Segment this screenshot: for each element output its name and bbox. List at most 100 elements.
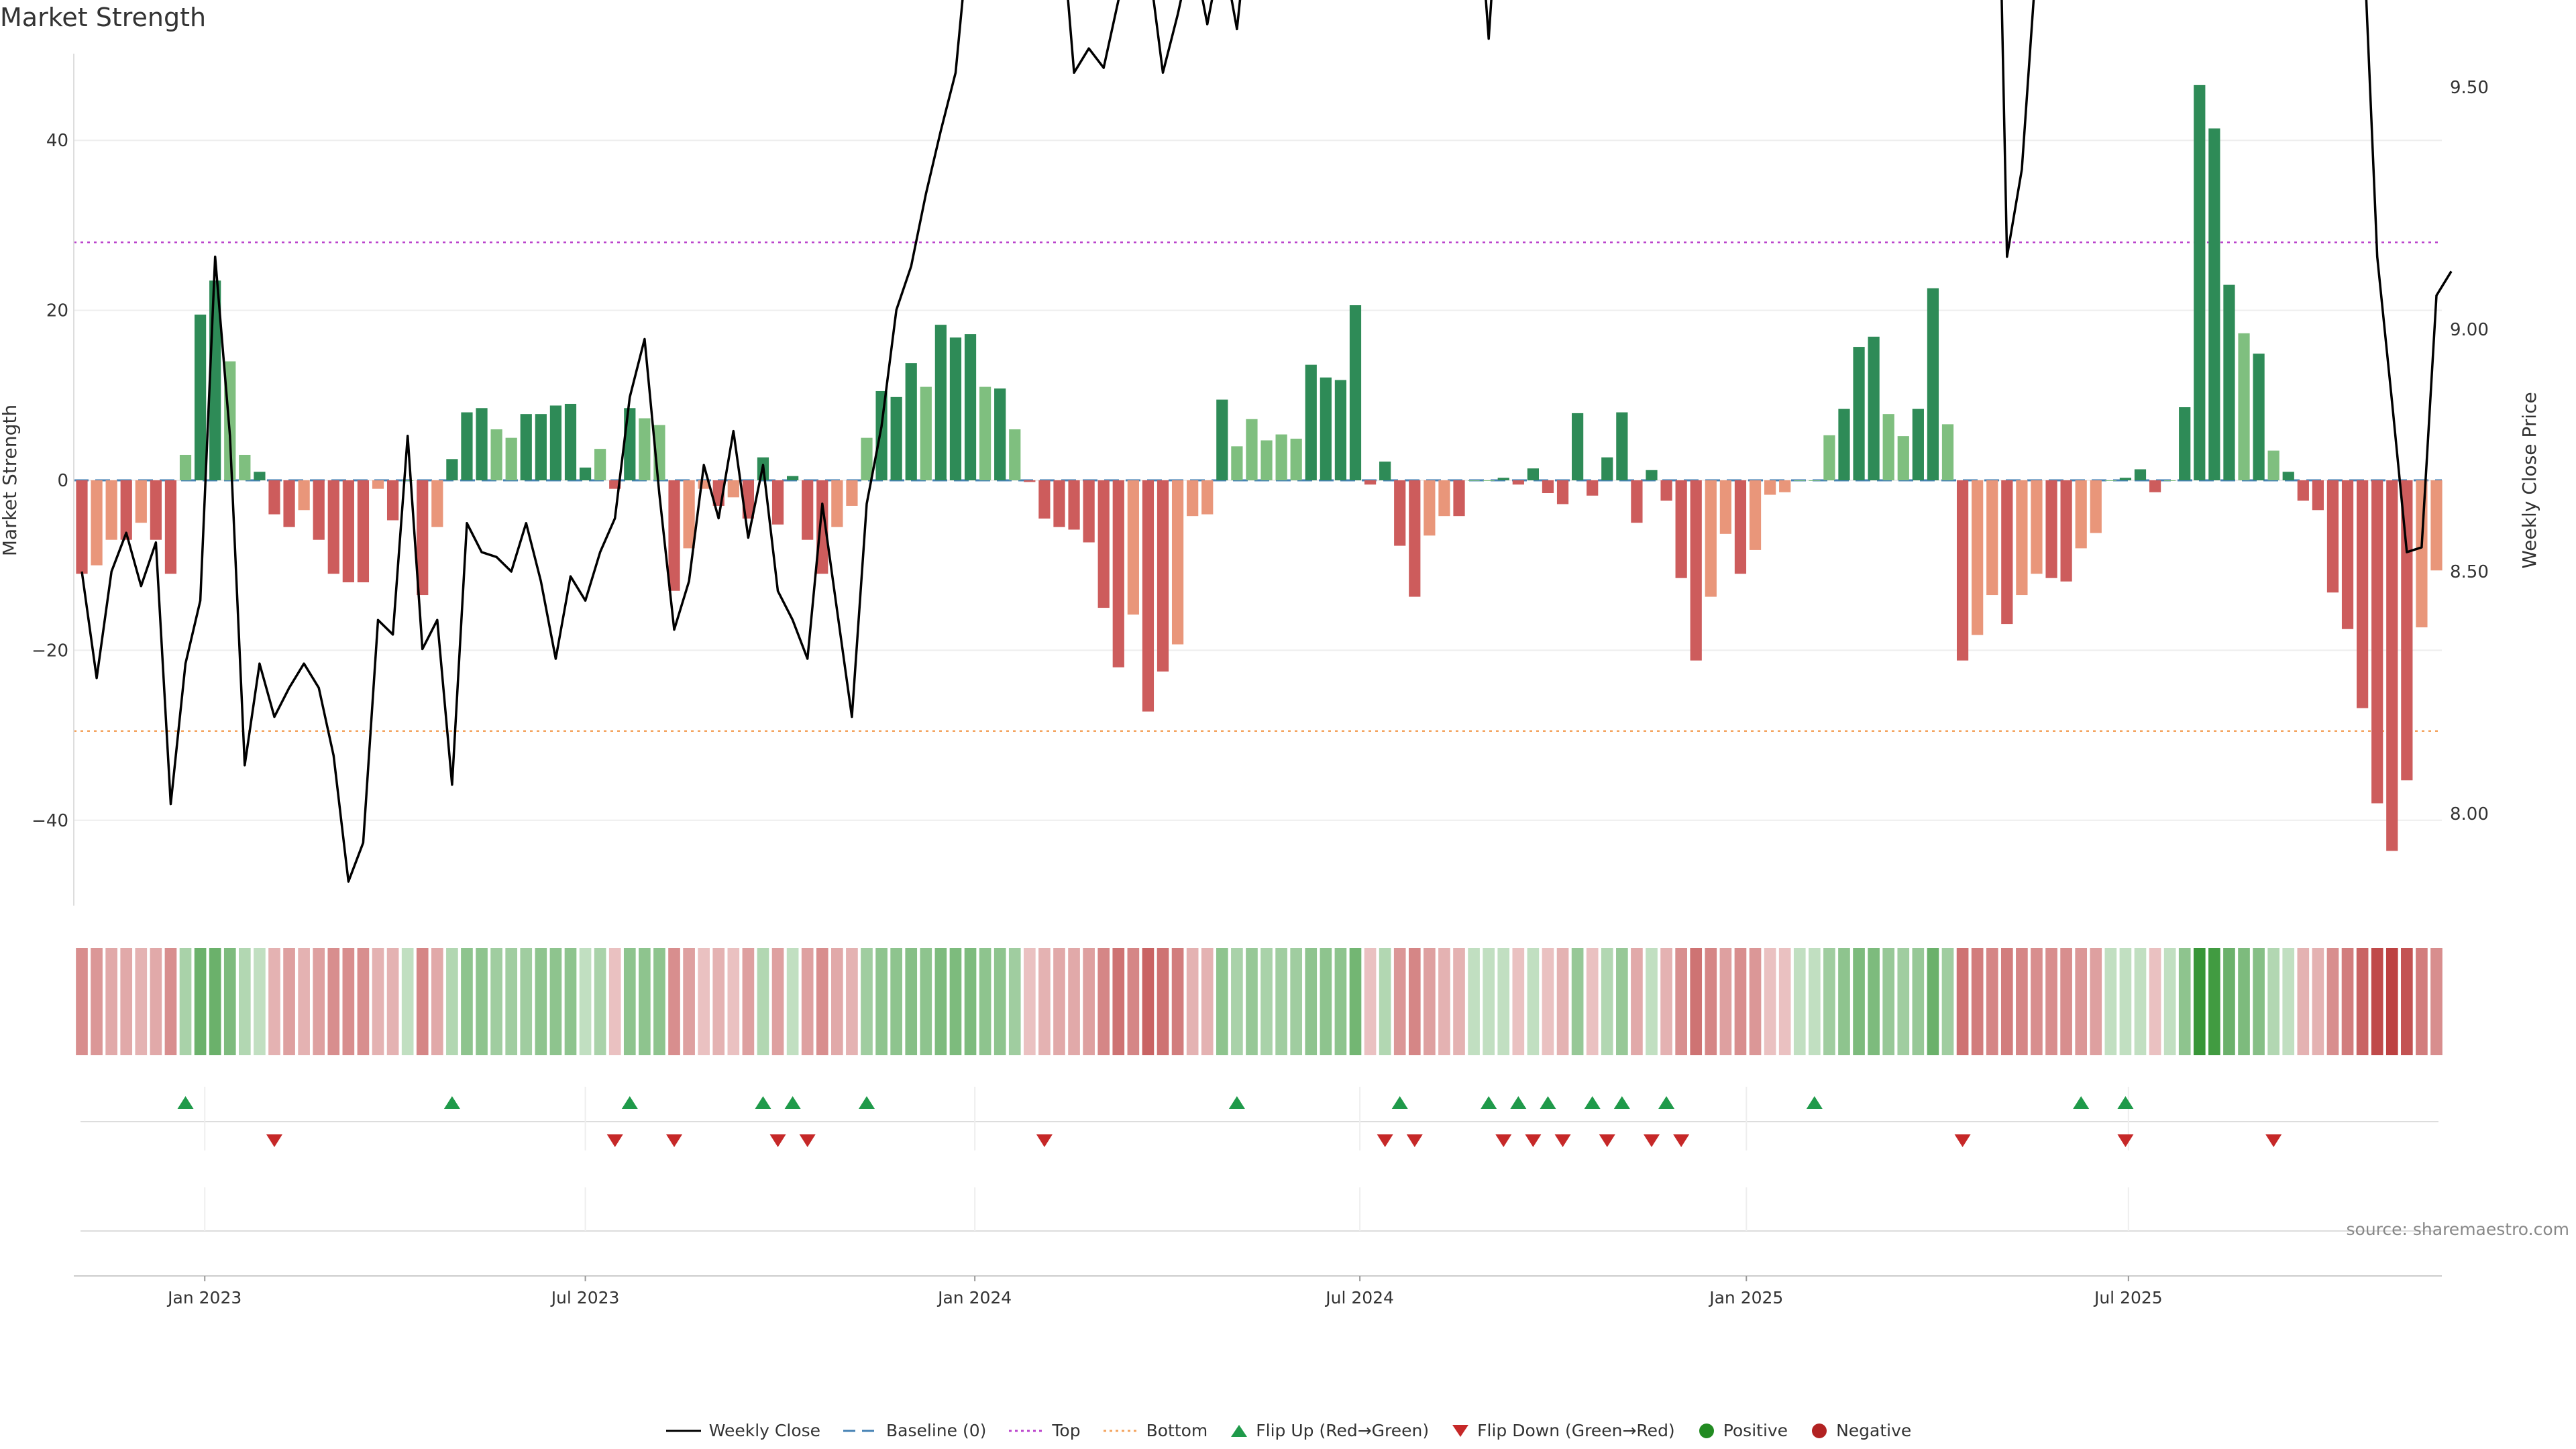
heat-cell [1512, 948, 1525, 1055]
heat-cell [1171, 948, 1184, 1055]
heat-cell [786, 948, 799, 1055]
strength-bar [431, 480, 443, 527]
heat-cell [949, 948, 962, 1055]
strength-bar [890, 396, 902, 480]
heat-cell [1349, 948, 1362, 1055]
y-tick-label: 40 [46, 131, 68, 151]
strength-bar [1956, 480, 1969, 661]
heat-cell [934, 948, 947, 1055]
strength-bar [1379, 462, 1391, 480]
flip-up-marker [1481, 1096, 1497, 1109]
strength-bar [2357, 480, 2369, 708]
heat-cell [283, 948, 295, 1055]
flip-down-marker [1495, 1134, 1512, 1147]
flip-up-marker [1806, 1096, 1823, 1109]
heat-cell [1823, 948, 1835, 1055]
heat-cell [2031, 948, 2043, 1055]
heat-cell [1483, 948, 1495, 1055]
strength-bar [1038, 480, 1051, 519]
strength-bar [549, 405, 562, 480]
heat-cell [1675, 948, 1687, 1055]
strength-bar [1941, 424, 1954, 480]
heat-cell [2149, 948, 2161, 1055]
y2-axis-label: Weekly Close Price [2518, 392, 2540, 568]
strength-bar [1157, 480, 1169, 672]
flip-up-marker [2117, 1096, 2134, 1109]
heat-cell [1320, 948, 1332, 1055]
heat-cell [2267, 948, 2279, 1055]
strength-bar [1024, 480, 1036, 482]
strength-bar [1838, 409, 1850, 480]
heat-cell [1719, 948, 1732, 1055]
flip-down-marker [1525, 1134, 1542, 1147]
heat-cell [1838, 948, 1850, 1055]
heat-cell [2312, 948, 2324, 1055]
legend-label: Flip Up (Red→Green) [1256, 1421, 1430, 1440]
strength-bar [179, 454, 192, 480]
strength-bar [1631, 480, 1643, 523]
heat-cell [594, 948, 606, 1055]
heat-cell [520, 948, 533, 1055]
heat-cell [2238, 948, 2250, 1055]
heat-cell [446, 948, 458, 1055]
strength-bar [2386, 480, 2398, 851]
heat-cell [1157, 948, 1169, 1055]
strength-bar [164, 480, 177, 574]
flip-up-marker [177, 1096, 194, 1109]
strength-bar [594, 449, 606, 480]
strength-bar [461, 412, 473, 480]
strength-bar [372, 480, 384, 489]
strength-bar [1260, 440, 1273, 480]
heat-cell [1971, 948, 1984, 1055]
strength-bar [1527, 468, 1540, 480]
strength-bar [2119, 478, 2132, 480]
heat-cell [742, 948, 755, 1055]
strength-bar [683, 480, 695, 549]
flip-down-marker [666, 1134, 683, 1147]
strength-bar [283, 480, 295, 527]
heat-cell [461, 948, 473, 1055]
legend-flip-up: Flip Up (Red→Green) [1229, 1421, 1429, 1440]
heat-cell [2045, 948, 2057, 1055]
strength-bar [1349, 305, 1362, 480]
flip-down-marker [2117, 1134, 2134, 1147]
strength-bar [920, 386, 932, 480]
heat-cell [1334, 948, 1347, 1055]
heat-cell [1246, 948, 1258, 1055]
strength-bar [2253, 354, 2265, 480]
heat-cell [194, 948, 207, 1055]
heat-cell [2401, 948, 2413, 1055]
strength-bar [579, 467, 592, 480]
heat-cell [1186, 948, 1199, 1055]
heat-cell [268, 948, 280, 1055]
heat-cell [1097, 948, 1110, 1055]
strength-bar [535, 414, 547, 480]
flip-down-marker [1599, 1134, 1615, 1147]
legend-top: Top [1008, 1421, 1081, 1440]
strength-bar [1705, 480, 1717, 597]
strength-bar [1053, 480, 1065, 527]
legend-label: Bottom [1146, 1421, 1208, 1440]
strength-bar [1868, 336, 1880, 480]
strength-bar [2238, 333, 2250, 480]
strength-bar [490, 429, 502, 480]
heat-cell [2297, 948, 2310, 1055]
heat-cell [1364, 948, 1377, 1055]
heat-cell [683, 948, 695, 1055]
heat-cell [1956, 948, 1969, 1055]
strength-bar [1809, 480, 1821, 481]
strength-bar [2371, 480, 2383, 804]
strength-bar [905, 363, 917, 480]
heat-cell [1793, 948, 1806, 1055]
heat-cell [2341, 948, 2354, 1055]
heat-cell [698, 948, 710, 1055]
heat-cell [1142, 948, 1155, 1055]
strength-bar [1497, 478, 1509, 480]
strength-bar [313, 480, 325, 540]
heat-cell [2163, 948, 2176, 1055]
heat-cell [2416, 948, 2428, 1055]
strength-bar [2297, 480, 2309, 501]
strength-bar [1112, 480, 1124, 667]
